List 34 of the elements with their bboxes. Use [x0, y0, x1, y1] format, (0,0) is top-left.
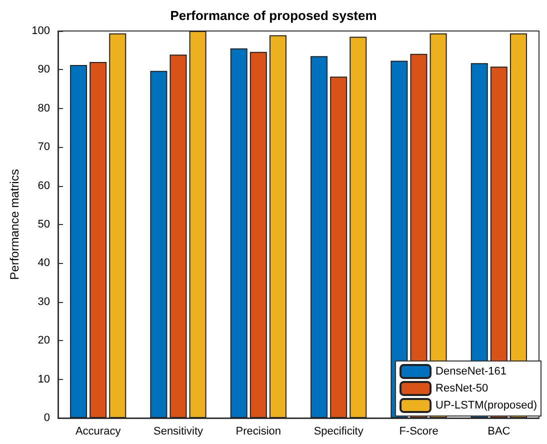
x-tick-label: Specificity: [314, 426, 364, 438]
y-tick-label: 10: [38, 373, 50, 386]
legend-label: ResNet-50: [436, 382, 488, 394]
y-tick-label: 30: [38, 296, 50, 308]
x-tick-label: Precision: [236, 426, 282, 438]
y-tick-label: 20: [38, 334, 50, 347]
bar: [189, 31, 206, 418]
y-tick-label: 60: [38, 180, 50, 192]
x-tick-label: Accuracy: [75, 426, 122, 438]
y-tick-label: 80: [38, 102, 50, 114]
y-tick-label: 40: [38, 257, 50, 270]
bar: [310, 56, 328, 418]
y-tick-label: 0: [44, 412, 50, 424]
bar: [269, 35, 286, 418]
x-tick-label: Sensitivity: [153, 426, 204, 438]
legend-label: DenseNet-161: [436, 366, 506, 378]
y-tick-label: 70: [38, 141, 50, 154]
y-tick-label: 50: [38, 218, 50, 230]
bar: [90, 62, 107, 418]
bar: [330, 76, 348, 418]
legend-label: UP-LSTM(proposed): [436, 400, 538, 412]
x-tick-label: F-Score: [399, 426, 438, 438]
bar: [350, 36, 367, 418]
bar: [109, 33, 126, 418]
y-tick-label: 90: [38, 64, 50, 76]
bar: [230, 48, 248, 418]
x-tick-label: BAC: [488, 426, 510, 438]
chart-title: Performance of proposed system: [170, 8, 377, 23]
y-axis-title: Performance matrics: [8, 169, 22, 280]
bar: [250, 52, 267, 418]
bar: [70, 65, 88, 418]
y-tick-label: 100: [32, 25, 50, 37]
bar: [150, 70, 168, 418]
bar: [170, 54, 187, 418]
